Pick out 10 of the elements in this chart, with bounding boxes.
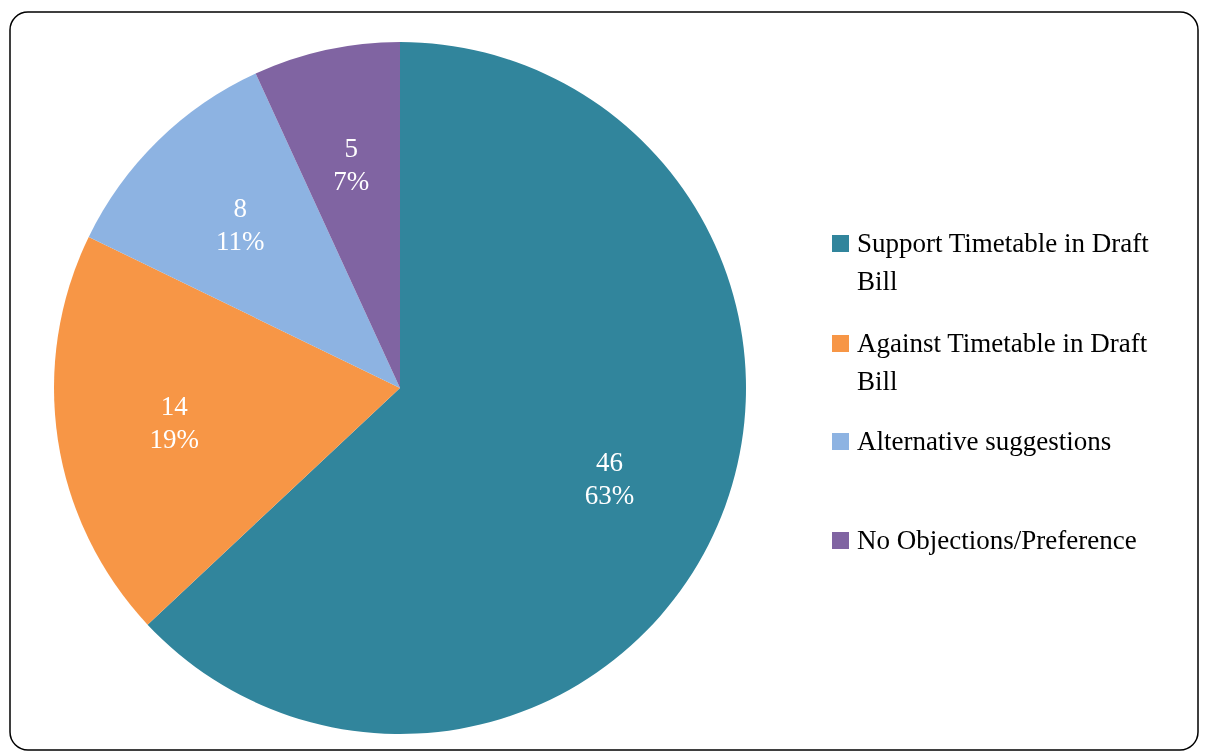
pie-slice <box>88 73 400 388</box>
legend-label: Alternative suggestions <box>857 426 1112 456</box>
data-label: 46 63% <box>584 447 635 511</box>
legend-label: No Objections/Preference <box>857 525 1137 555</box>
legend-label: Against Timetable in Draft Bill <box>857 328 1148 396</box>
data-label: 14 19% <box>149 390 199 454</box>
data-label: 8 11% <box>216 193 265 257</box>
data-label: 5 7% <box>333 133 370 197</box>
legend-label: Support Timetable in Draft Bill <box>857 228 1150 296</box>
pie-slice <box>147 42 746 734</box>
